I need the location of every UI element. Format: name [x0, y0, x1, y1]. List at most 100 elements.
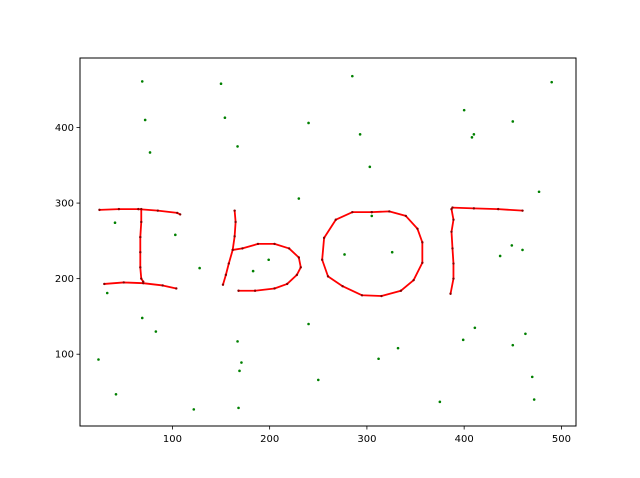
stroke-point: [273, 287, 276, 290]
y-axis: 100 200 300 400: [55, 123, 80, 361]
noise-point: [307, 121, 310, 125]
stroke-point: [156, 209, 160, 212]
stroke-point: [175, 287, 178, 290]
noise-point: [148, 151, 152, 154]
stroke-point: [452, 277, 455, 280]
stroke-point: [496, 207, 500, 211]
x-tick-label: 200: [260, 434, 279, 445]
plot-marks: [97, 74, 553, 411]
noise-point: [267, 258, 270, 262]
y-tick-label: 300: [55, 199, 74, 210]
x-axis: 100 200 300 400 500: [163, 426, 571, 445]
stroke-point: [234, 220, 237, 224]
noise-point: [237, 406, 240, 410]
noise-point: [462, 108, 466, 112]
stroke-point: [256, 242, 260, 246]
stroke-point: [227, 262, 230, 265]
noise-point: [140, 80, 144, 83]
y-tick-label: 400: [55, 123, 74, 134]
stroke-line-8: [451, 206, 524, 212]
noise-point: [377, 357, 380, 361]
stroke-point: [140, 277, 143, 280]
noise-point: [472, 133, 476, 136]
stroke-point: [98, 208, 101, 212]
stroke-point: [472, 207, 476, 210]
noise-point: [461, 338, 465, 342]
stroke-point: [399, 289, 403, 292]
noise-point: [532, 398, 536, 401]
stroke-line-4: [222, 209, 237, 286]
x-tick-label: 300: [357, 434, 376, 445]
stroke-line-1: [98, 208, 182, 216]
noise-point: [154, 330, 158, 333]
noise-point: [223, 116, 227, 119]
stroke-point: [161, 284, 164, 287]
noise-point: [358, 133, 362, 136]
stroke-point: [452, 262, 455, 265]
stroke-point: [334, 218, 337, 221]
noise-point: [251, 269, 255, 273]
stroke-point: [137, 207, 140, 211]
noise-point: [438, 400, 442, 404]
noise-point: [470, 136, 474, 139]
noise-point: [524, 332, 527, 336]
stroke-line-5: [231, 242, 302, 292]
stroke-point: [370, 210, 373, 214]
noise-point: [473, 326, 477, 330]
noise-point: [550, 80, 553, 84]
stroke-point: [140, 207, 143, 211]
noise-point: [511, 343, 515, 347]
stroke-point: [421, 261, 424, 264]
y-tick-label: 100: [55, 350, 74, 361]
stroke-point: [139, 266, 142, 269]
stroke-point: [380, 294, 383, 298]
noise-point: [521, 248, 524, 252]
noise-point: [368, 165, 372, 169]
stroke-point: [341, 285, 344, 288]
noise-point: [390, 250, 394, 254]
stroke-point: [297, 256, 301, 259]
stroke-line-6: [321, 210, 424, 297]
stroke-point: [178, 213, 182, 216]
stroke-point: [360, 294, 364, 297]
noise-point: [240, 361, 243, 364]
noise-point: [113, 221, 117, 225]
stroke-point: [451, 206, 454, 209]
stroke-point: [450, 230, 453, 233]
noise-point: [297, 197, 301, 200]
noise-point: [537, 190, 541, 194]
stroke-point: [299, 266, 302, 269]
stroke-point: [221, 283, 225, 286]
stroke-point: [241, 247, 244, 250]
noise-point: [143, 118, 147, 122]
stroke-point: [295, 273, 299, 277]
noise-point: [316, 378, 320, 382]
stroke-point: [139, 235, 142, 239]
stroke-point: [233, 235, 236, 238]
noise-point: [97, 358, 100, 361]
noise-point: [530, 375, 534, 379]
stroke-point: [449, 292, 452, 295]
noise-point: [192, 408, 196, 411]
noise-point: [219, 82, 223, 85]
stroke-point: [287, 247, 291, 250]
noise-point: [140, 316, 144, 320]
stroke-line-3: [103, 281, 178, 290]
stroke-point: [521, 209, 524, 212]
stroke-point: [140, 220, 143, 224]
noise-point: [396, 346, 400, 350]
noise-point: [510, 244, 514, 247]
stroke-line-7: [449, 208, 455, 295]
stroke-point: [351, 210, 354, 214]
x-tick-label: 500: [552, 434, 571, 445]
stroke-point: [122, 281, 125, 284]
noise-point: [236, 340, 239, 343]
noise-point: [236, 145, 239, 148]
plot-frame: [79, 57, 577, 427]
noise-point: [511, 120, 515, 123]
stroke-point: [451, 247, 454, 250]
stroke-point: [452, 218, 455, 221]
stroke-point: [233, 209, 236, 212]
stroke-point: [326, 275, 330, 278]
